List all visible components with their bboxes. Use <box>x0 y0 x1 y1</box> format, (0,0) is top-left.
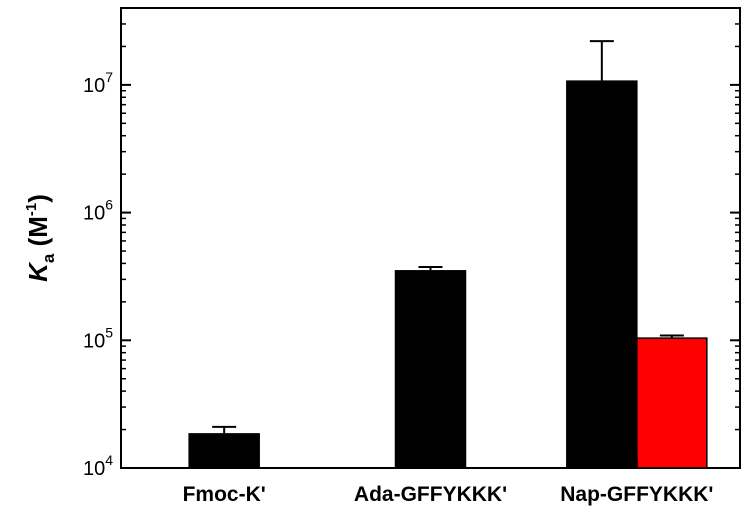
y-tick-label: 106 <box>83 197 113 225</box>
y-tick-label: 104 <box>83 452 113 480</box>
y-axis-title: Ka (M-1) <box>23 194 58 282</box>
bar <box>394 270 467 469</box>
x-axis: Fmoc-K' Ada-GFFYKKK' Nap-GFFYKKK' <box>183 460 713 506</box>
y-tick-label: 107 <box>83 69 113 97</box>
x-tick-label: Nap-GFFYKKK' <box>560 483 713 506</box>
x-tick-label: Fmoc-K' <box>183 483 266 506</box>
error-bars-layer <box>212 40 684 434</box>
y-axis-unit-close: ) <box>23 194 53 203</box>
y-axis-unit: (M <box>23 216 53 254</box>
y-axis-unit-exponent: -1 <box>23 203 40 216</box>
bar <box>636 337 708 469</box>
bar <box>566 80 638 469</box>
y-axis-symbol: K <box>23 261 53 282</box>
bars-layer <box>188 80 708 469</box>
x-tick-label: Ada-GFFYKKK' <box>354 483 507 506</box>
y-tick-label: 105 <box>83 324 113 352</box>
y-axis-subscript: a <box>39 253 58 263</box>
y-axis: 104 105 106 107 <box>83 7 740 480</box>
